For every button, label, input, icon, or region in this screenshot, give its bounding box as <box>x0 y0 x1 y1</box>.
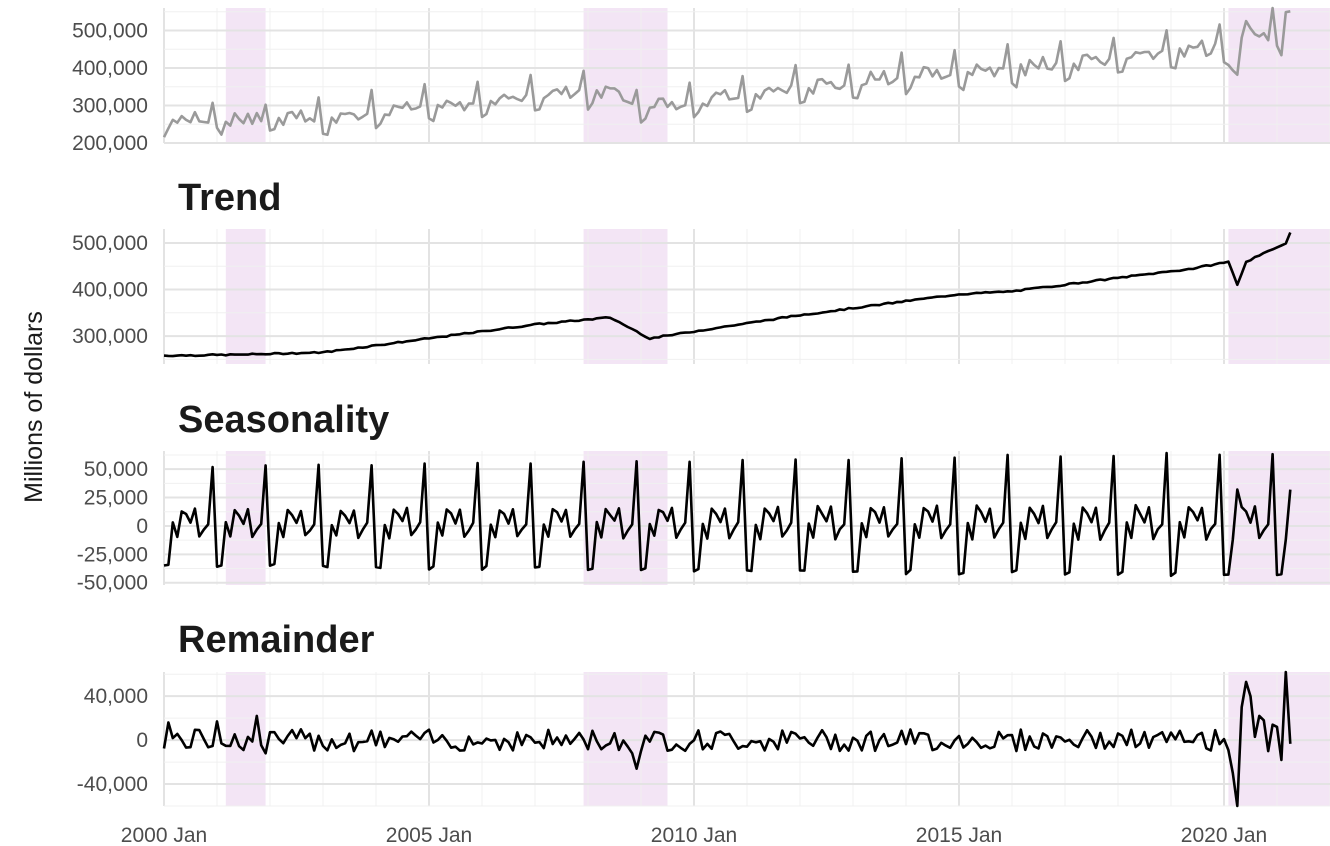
panel-data: 200,000 300,000 400,000 500,000 <box>72 6 1330 155</box>
y-tick-label: 500,000 <box>72 232 148 255</box>
panel-remainder: -40,000 0 40,000 Remainder <box>77 619 1330 808</box>
panel-seasonality: -50,000 -25,000 0 25,000 50,000 Seasonality <box>77 399 1330 595</box>
y-tick-label: -40,000 <box>77 773 148 796</box>
x-tick-label: 2005 Jan <box>386 824 472 846</box>
y-tick-label: 400,000 <box>72 57 148 80</box>
y-tick-label: 200,000 <box>72 132 148 155</box>
y-tick-label: 40,000 <box>84 685 148 708</box>
x-tick-label: 2010 Jan <box>651 824 737 846</box>
panel-title-trend: Trend <box>178 177 281 219</box>
panel-title-remainder: Remainder <box>178 619 375 661</box>
y-tick-label: 25,000 <box>84 487 148 510</box>
y-tick-label: 500,000 <box>72 20 148 43</box>
recession-band-2 <box>583 451 668 585</box>
y-tick-label: 50,000 <box>84 458 148 481</box>
y-tick-label: -50,000 <box>77 572 148 595</box>
y-axis-title: Millions of dollars <box>20 311 48 503</box>
recession-band-2 <box>583 8 668 143</box>
series-line-trend <box>163 232 1292 358</box>
panel-title-seasonality: Seasonality <box>178 399 389 441</box>
recession-band-3 <box>1228 451 1330 585</box>
recession-band-2 <box>583 229 668 364</box>
y-tick-label: -25,000 <box>77 543 148 566</box>
series-line-seasonality <box>163 451 1292 578</box>
y-tick-label: 400,000 <box>72 279 148 302</box>
y-tick-label: 300,000 <box>72 95 148 118</box>
recession-band-1 <box>225 229 266 364</box>
y-tick-label: 0 <box>136 515 148 538</box>
y-tick-label: 0 <box>136 729 148 752</box>
x-tick-label: 2000 Jan <box>121 824 207 846</box>
panel-trend: 300,000 400,000 500,000 Trend <box>72 177 1330 364</box>
x-tick-label: 2015 Jan <box>916 824 1002 846</box>
series-line-data <box>162 6 1291 138</box>
x-tick-label: 2020 Jan <box>1181 824 1267 846</box>
series-line-remainder <box>162 670 1292 808</box>
recession-band-3 <box>1228 229 1330 364</box>
y-tick-label: 300,000 <box>72 325 148 348</box>
